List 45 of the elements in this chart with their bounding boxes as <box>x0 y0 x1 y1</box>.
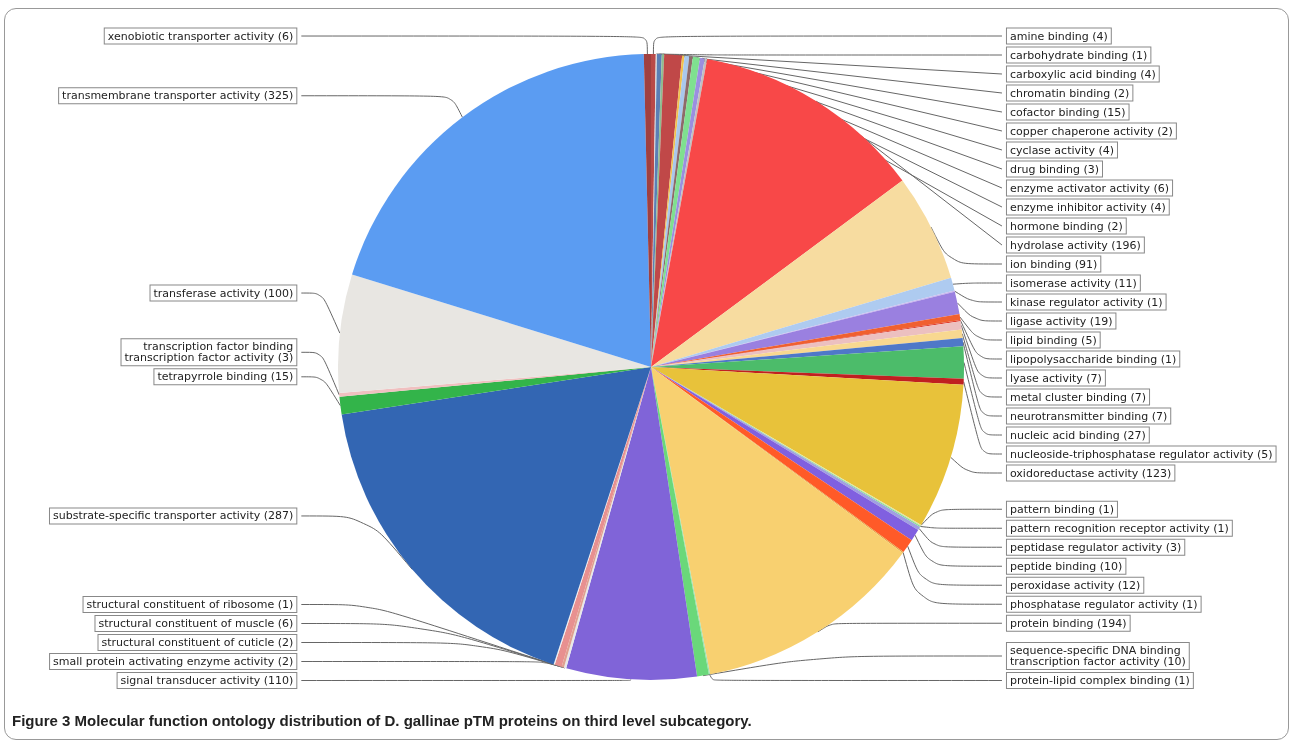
slice-label: structural constituent of muscle (6) <box>98 617 294 630</box>
slice-label: isomerase activity (11) <box>1009 276 1137 290</box>
slice-label: nucleic acid binding (27) <box>1009 428 1146 442</box>
slice-label: nucleoside-triphosphatase regulator activity (5) <box>1009 447 1273 461</box>
slice-label: protein binding (194) <box>1009 616 1127 630</box>
slice-label: tetrapyrrole binding (15) <box>157 370 294 384</box>
slice-label: drug binding (3) <box>1009 162 1100 176</box>
slice-label: oxidoreductase activity (123) <box>1009 466 1172 480</box>
slice-label: ion binding (91) <box>1009 257 1098 271</box>
slice-label: peroxidase activity (12) <box>1009 578 1141 592</box>
slice-label: structural constituent of cuticle (2) <box>101 636 294 649</box>
slice-label: chromatin binding (2) <box>1009 86 1130 100</box>
slice-label: transmembrane transporter activity (325) <box>62 89 294 103</box>
slice-label: small protein activating enzyme activity (2) <box>53 655 294 668</box>
slice-label: lyase activity (7) <box>1009 371 1102 385</box>
slice-label: substrate-specific transporter activity (287) <box>52 509 294 523</box>
slice-label: pattern binding (1) <box>1009 502 1114 516</box>
slice-label: carbohydrate binding (1) <box>1009 48 1148 62</box>
slice-label: kinase regulator activity (1) <box>1009 295 1163 309</box>
slice-label: xenobiotic transporter activity (6) <box>107 29 294 43</box>
slice-label: enzyme activator activity (6) <box>1009 181 1170 195</box>
slice-label: lipopolysaccharide binding (1) <box>1009 352 1177 366</box>
slice-label: phosphatase regulator activity (1) <box>1009 597 1198 611</box>
slice-label: hormone binding (2) <box>1009 219 1123 233</box>
slice-label: signal transducer activity (110) <box>120 674 294 687</box>
slice-label: neurotransmitter binding (7) <box>1009 409 1168 423</box>
slice-label: sequence-specific DNA binding transcription factor activity (10) <box>1009 644 1186 668</box>
slice-label: peptidase regulator activity (3) <box>1009 540 1182 554</box>
slice-label: amine binding (4) <box>1009 29 1108 43</box>
slice-label: carboxylic acid binding (4) <box>1009 67 1156 81</box>
slice-label: cyclase activity (4) <box>1009 143 1114 157</box>
slice-label: lipid binding (5) <box>1009 333 1097 347</box>
slice-label: transferase activity (100) <box>153 286 294 300</box>
slice-label: peptide binding (10) <box>1009 559 1123 573</box>
slice-label: ligase activity (19) <box>1009 314 1113 328</box>
slice-label: enzyme inhibitor activity (4) <box>1009 200 1166 214</box>
slice-label: structural constituent of ribosome (1) <box>86 598 294 611</box>
slice-label: cofactor binding (15) <box>1009 105 1126 119</box>
slice-label: hydrolase activity (196) <box>1009 238 1141 252</box>
slice-label: copper chaperone activity (2) <box>1009 124 1173 138</box>
text: Figure 3 Molecular function ontology distribution of D. gallinae pTM proteins on third level subcategory. <box>12 712 753 729</box>
slice-label: protein-lipid complex binding (1) <box>1009 674 1190 687</box>
slice-label: pattern recognition receptor activity (1) <box>1009 521 1229 535</box>
slice-label: transcription factor binding transcription factor activity (3) <box>124 340 294 365</box>
slice-label: metal cluster binding (7) <box>1009 390 1147 404</box>
